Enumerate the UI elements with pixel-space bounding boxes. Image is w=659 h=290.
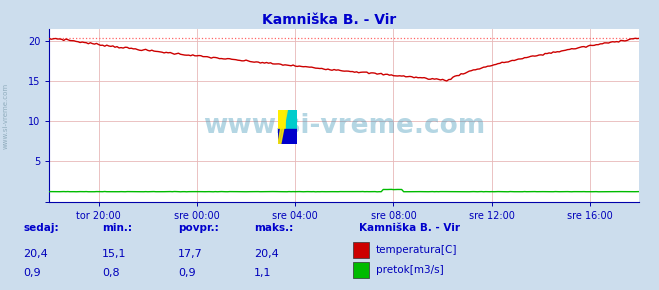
Text: 0,8: 0,8 bbox=[102, 268, 120, 278]
Text: Kamniška B. - Vir: Kamniška B. - Vir bbox=[262, 13, 397, 27]
Text: 1,1: 1,1 bbox=[254, 268, 272, 278]
Text: temperatura[C]: temperatura[C] bbox=[376, 245, 457, 255]
Polygon shape bbox=[287, 110, 297, 128]
Text: 17,7: 17,7 bbox=[178, 249, 203, 259]
Text: www.si-vreme.com: www.si-vreme.com bbox=[2, 83, 9, 149]
Text: 15,1: 15,1 bbox=[102, 249, 127, 259]
Text: pretok[m3/s]: pretok[m3/s] bbox=[376, 265, 444, 275]
Text: www.si-vreme.com: www.si-vreme.com bbox=[203, 113, 486, 139]
Text: 0,9: 0,9 bbox=[178, 268, 196, 278]
Text: sedaj:: sedaj: bbox=[23, 222, 59, 233]
Text: 20,4: 20,4 bbox=[254, 249, 279, 259]
Text: 20,4: 20,4 bbox=[23, 249, 48, 259]
Text: min.:: min.: bbox=[102, 222, 132, 233]
Polygon shape bbox=[278, 128, 297, 144]
Text: povpr.:: povpr.: bbox=[178, 222, 219, 233]
Polygon shape bbox=[278, 110, 287, 128]
Text: 0,9: 0,9 bbox=[23, 268, 41, 278]
Text: maks.:: maks.: bbox=[254, 222, 293, 233]
Polygon shape bbox=[278, 110, 287, 144]
Text: Kamniška B. - Vir: Kamniška B. - Vir bbox=[359, 222, 460, 233]
